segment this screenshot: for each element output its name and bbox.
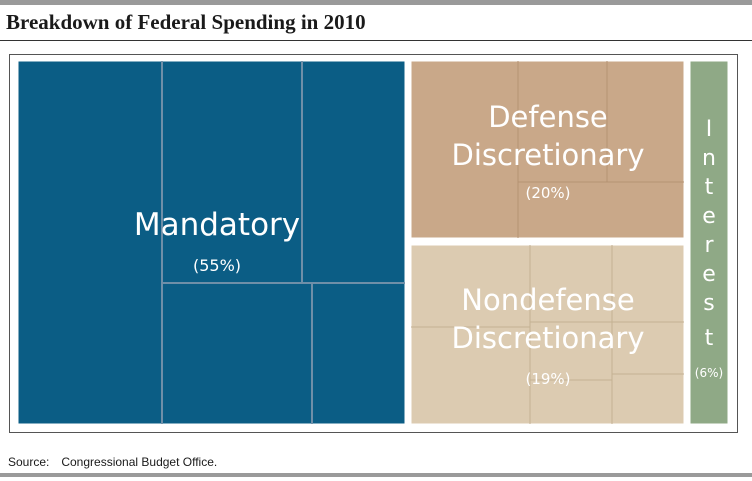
nondefense-percent-label: (19%) [525, 370, 570, 388]
chart-frame [9, 54, 738, 433]
mandatory-label: Mandatory [134, 207, 300, 243]
mandatory-subdivisions [161, 61, 405, 424]
source-text: Congressional Budget Office. [61, 455, 218, 469]
defense-label-line-1: Defense [488, 100, 608, 134]
defense-label-line-2: Discretionary [452, 138, 645, 172]
mandatory-percent-label: (55%) [193, 256, 241, 275]
interest-letter: I [706, 117, 713, 142]
chart-title: Breakdown of Federal Spending in 2010 [6, 10, 366, 34]
defense-discretionary-block: Defense Discretionary (20%) [410, 60, 685, 239]
interest-percent-label: (6%) [695, 366, 723, 380]
source-label: Source: [8, 455, 50, 469]
source-note: Source: Congressional Budget Office. [8, 455, 217, 469]
interest-letter: t [705, 175, 714, 200]
defense-subdivisions [517, 61, 684, 238]
interest-label: I n t e r e s t [702, 117, 716, 351]
interest-block: I n t e r e s t (6%) [689, 60, 729, 425]
interest-letter: t [705, 326, 714, 351]
nondefense-label-line-2: Discretionary [452, 321, 645, 355]
nondefense-discretionary-block: Nondefense Discretionary (19%) [410, 244, 685, 425]
nondefense-label-line-1: Nondefense [461, 283, 634, 317]
interest-letter: n [702, 146, 716, 171]
interest-rect [689, 60, 729, 425]
mandatory-rect [17, 60, 406, 425]
nondefense-subdivisions [411, 245, 684, 424]
defense-discretionary-rect [410, 60, 685, 239]
interest-letter: s [703, 291, 714, 316]
top-rule [0, 0, 752, 5]
bottom-rule [0, 473, 752, 477]
interest-letter: e [702, 204, 716, 229]
interest-letter: e [702, 262, 716, 287]
defense-percent-label: (20%) [525, 184, 570, 202]
title-divider [0, 40, 752, 41]
interest-letter: r [704, 233, 714, 258]
mandatory-block: Mandatory (55%) [17, 60, 406, 425]
nondefense-discretionary-rect [410, 244, 685, 425]
